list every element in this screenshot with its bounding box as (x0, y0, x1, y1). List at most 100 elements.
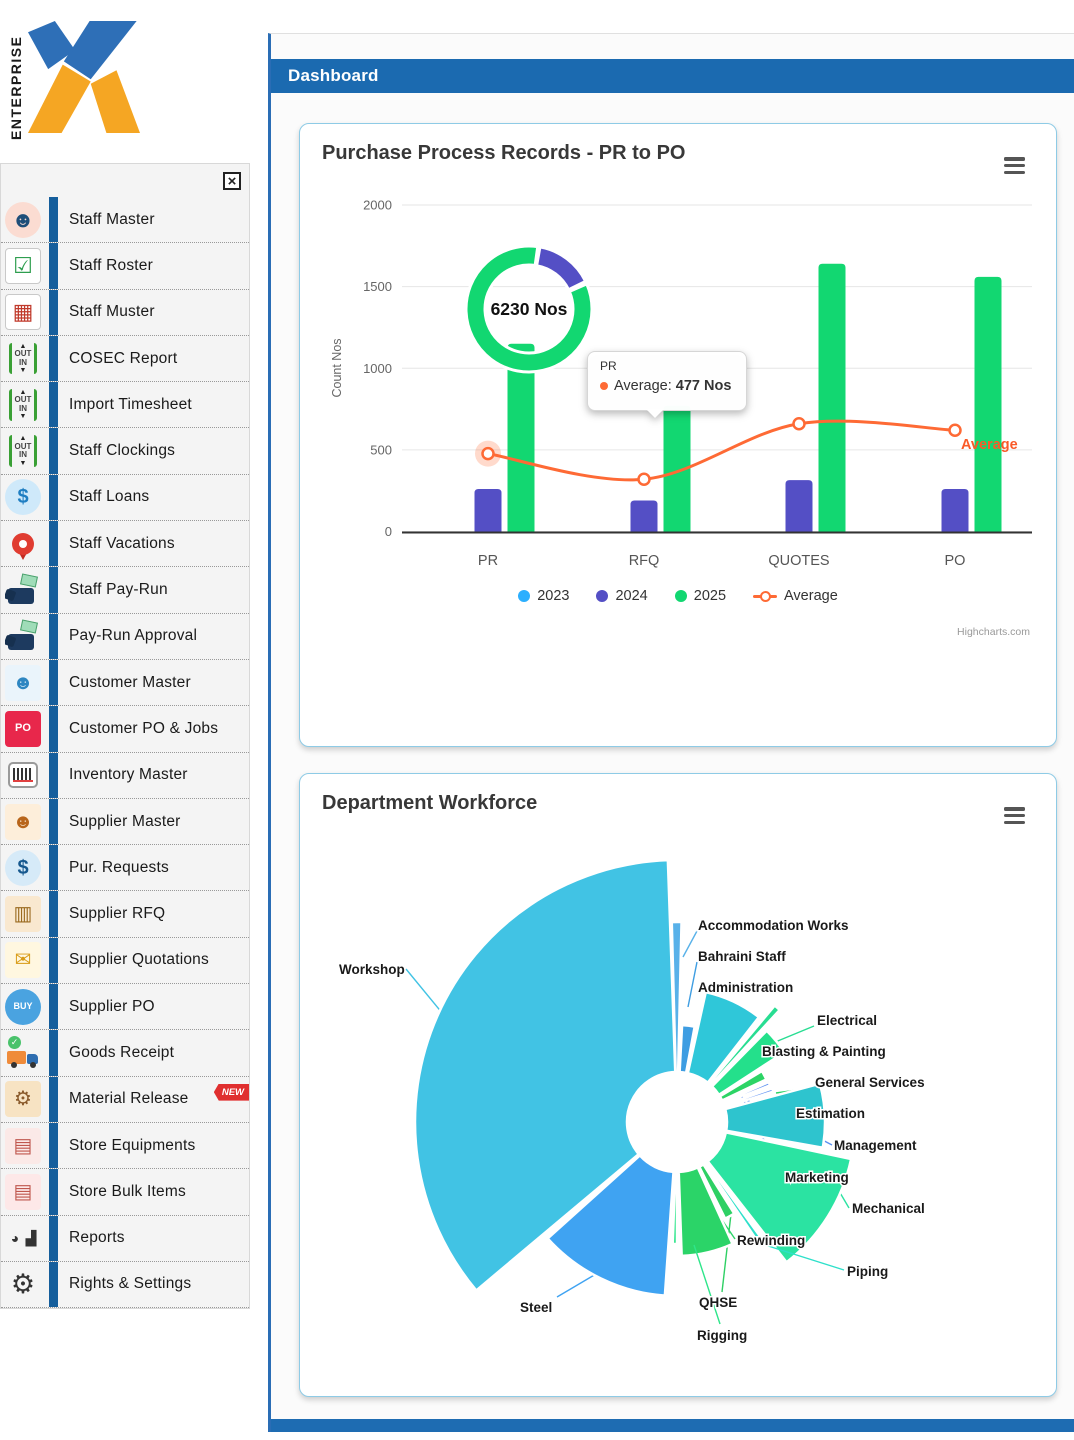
donut-segment-2024[interactable] (535, 245, 588, 292)
sidebar-item-supplier-master[interactable]: ☻ Supplier Master (1, 798, 249, 846)
menu-accent-bar (49, 243, 58, 289)
rights-settings-icon: ⚙ (10, 1268, 36, 1299)
menu-accent-bar (49, 289, 58, 335)
bar-2025-PR[interactable] (507, 343, 535, 532)
sidebar-item-label: Store Bulk Items (69, 1182, 186, 1200)
pie-slice-administration[interactable] (686, 990, 761, 1084)
sidebar-item-staff-loans[interactable]: $ Staff Loans (1, 474, 249, 522)
pie-slice-qhse[interactable] (698, 1163, 736, 1220)
main-panel: Dashboard Purchase Process Records - PR … (268, 33, 1074, 1432)
average-point-PR[interactable] (481, 446, 495, 461)
staff-master-icon: ☻ (5, 201, 41, 238)
pie-slice-marketing[interactable] (722, 1087, 775, 1109)
pie-slice-blasting-painting[interactable] (710, 1029, 786, 1097)
legend-item-2024[interactable]: 2024 (596, 588, 648, 604)
connector-bahraini-staff (687, 961, 698, 1008)
svg-text:1500: 1500 (363, 279, 392, 294)
menu-accent-bar (49, 1030, 58, 1076)
sidebar-close-icon[interactable]: × (223, 172, 241, 190)
pie-slice-management[interactable] (721, 1080, 772, 1105)
sidebar-item-import-timesheet[interactable]: ▲ OUT IN ▼ Import Timesheet (1, 382, 249, 429)
pie-label-workshop: Workshop (339, 962, 405, 977)
menu-accent-bar (49, 521, 58, 567)
bar-2025-PO[interactable] (974, 276, 1002, 532)
average-point-RFQ[interactable] (637, 472, 651, 487)
pie-label-bahraini-staff: Bahraini Staff (698, 949, 786, 964)
sidebar-item-label: Material Release (69, 1090, 189, 1108)
sidebar-item-store-equipments[interactable]: ▤ Store Equipments (1, 1122, 249, 1170)
pie-slice-estimation[interactable] (724, 1082, 827, 1149)
sidebar-item-rights-settings[interactable]: ⚙ Rights & Settings (1, 1261, 249, 1309)
sidebar-item-label: Goods Receipt (69, 1043, 175, 1061)
tooltip-category: PR (600, 359, 617, 373)
sidebar-item-label: Reports (69, 1229, 125, 1247)
connector-accommodation-works (682, 930, 698, 958)
pie-slice-mechanical[interactable] (706, 1131, 853, 1264)
sidebar-item-material-release[interactable]: ⚙ Material Release NEW (1, 1076, 249, 1123)
staff-muster-icon: ▦ (5, 294, 41, 331)
pie-slice-steel[interactable] (546, 1154, 675, 1297)
menu-accent-bar (49, 382, 58, 428)
bar-2024-PR[interactable] (474, 489, 502, 532)
menu-accent-bar (49, 984, 58, 1030)
pie-slice-rigging[interactable] (671, 1170, 679, 1246)
bar-2025-QUOTES[interactable] (818, 263, 846, 532)
sidebar-item-staff-master[interactable]: ☻ Staff Master (1, 197, 249, 244)
sidebar-item-pur-requests[interactable]: $ Pur. Requests (1, 845, 249, 892)
tooltip-series-label: Average: (614, 378, 672, 394)
bar-2025-RFQ[interactable] (663, 405, 691, 532)
sidebar-item-label: Supplier Master (69, 812, 181, 830)
store-bulk-items-icon: ▤ (5, 1173, 41, 1210)
sidebar-item-label: Customer PO & Jobs (69, 719, 219, 737)
menu-accent-bar (49, 613, 58, 659)
pie-slice-workshop[interactable] (413, 858, 677, 1292)
sidebar-item-supplier-rfq[interactable]: ▥ Supplier RFQ (1, 891, 249, 938)
pie-label-general-services: General Services (815, 1075, 925, 1090)
sidebar-item-store-bulk-items[interactable]: ▤ Store Bulk Items (1, 1169, 249, 1216)
average-point-PO[interactable] (948, 423, 962, 438)
pie-label-accommodation-works: Accommodation Works (698, 918, 849, 933)
sidebar-item-goods-receipt[interactable]: ✓ Goods Receipt (1, 1030, 249, 1077)
average-point-QUOTES[interactable] (792, 417, 806, 431)
legend-item-2023[interactable]: 2023 (518, 588, 569, 604)
pie-slice-electrical[interactable] (707, 1004, 781, 1087)
sidebar-item-cosec-report[interactable]: ▲ OUT IN ▼ COSEC Report (1, 335, 249, 383)
sidebar-item-staff-vacations[interactable]: Staff Vacations (1, 521, 249, 568)
sidebar-menu: ☻ Staff Master ☑ Staff Roster ▦ Staff Muster ▲… (1, 197, 249, 1309)
bar-2024-QUOTES[interactable] (785, 480, 813, 532)
sidebar-item-supplier-po[interactable]: BUY Supplier PO (1, 984, 249, 1031)
sidebar-item-label: Inventory Master (69, 766, 188, 784)
sidebar-item-staff-roster[interactable]: ☑ Staff Roster (1, 243, 249, 290)
sidebar-item-label: COSEC Report (69, 349, 178, 367)
sidebar-item-reports[interactable]: ◕ ▟ Reports (1, 1215, 249, 1262)
sidebar-item-label: Supplier PO (69, 997, 155, 1015)
chart-menu-icon[interactable] (1004, 157, 1025, 174)
sidebar-item-staff-pay-run[interactable]: Staff Pay-Run (1, 567, 249, 614)
legend-item-2025[interactable]: 2025 (674, 588, 726, 604)
chart-tooltip: PR Average: 477 Nos (587, 351, 747, 418)
sidebar-item-inventory-master[interactable]: Inventory Master (1, 752, 249, 799)
bar-2024-RFQ[interactable] (630, 500, 658, 532)
pie-slice-piping[interactable] (703, 1161, 766, 1246)
legend-item-average[interactable]: Average (753, 588, 838, 604)
menu-accent-bar (49, 567, 58, 613)
sidebar-item-customer-po-jobs[interactable]: PO Customer PO & Jobs (1, 706, 249, 753)
pie-slice-rewinding[interactable] (677, 1166, 734, 1258)
sidebar-item-pay-run-approval[interactable]: Pay-Run Approval (1, 613, 249, 660)
sidebar-item-label: Customer Master (69, 673, 191, 691)
sidebar-item-staff-clockings[interactable]: ▲ OUT IN ▼ Staff Clockings (1, 428, 249, 475)
pie-slice-general-services[interactable] (718, 1069, 768, 1102)
new-badge: NEW (213, 1083, 249, 1101)
pie-slice-bahraini-staff[interactable] (678, 1023, 696, 1075)
legend-label: 2024 (615, 588, 648, 604)
sidebar-item-supplier-quotations[interactable]: ✉ Supplier Quotations (1, 937, 249, 985)
sidebar-item-staff-muster[interactable]: ▦ Staff Muster (1, 289, 249, 336)
bar-2024-PO[interactable] (941, 489, 969, 532)
connector-rigging (693, 1244, 721, 1325)
sidebar-item-customer-master[interactable]: ☻ Customer Master (1, 659, 249, 707)
purchase-chart-title: Purchase Process Records - PR to PO (322, 142, 686, 164)
sidebar-item-label: Rights & Settings (69, 1275, 192, 1293)
menu-accent-bar (49, 335, 58, 382)
donut-segment-2025[interactable] (464, 244, 594, 374)
chart-menu-icon[interactable] (1004, 807, 1025, 824)
